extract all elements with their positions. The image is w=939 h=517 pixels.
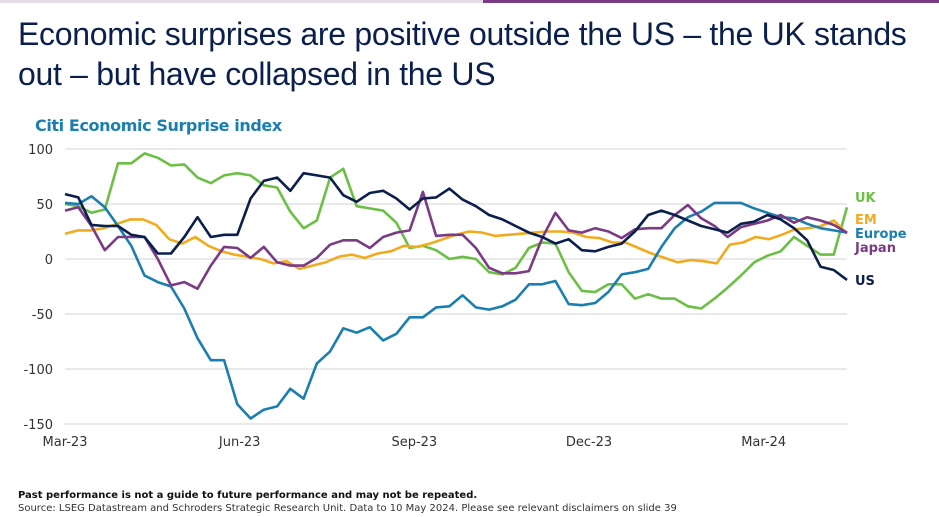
series-lines — [64, 152, 849, 420]
legend-label-uk: UK — [855, 191, 877, 206]
top-accent-bar-grey — [0, 0, 483, 3]
x-axis-ticks: Mar-23 Jun-23 Sep-23 Dec-23 Mar-24 — [43, 435, 787, 450]
legend-label-europe: Europe — [855, 227, 907, 242]
legend-label-japan: Japan — [854, 241, 896, 256]
series-line-uk — [64, 152, 849, 310]
legend-label-us: US — [855, 274, 875, 289]
x-tick-label: Mar-23 — [43, 435, 88, 450]
y-tick-label: -150 — [23, 418, 53, 433]
series-line-europe — [64, 195, 848, 420]
x-tick-label: Mar-24 — [741, 435, 786, 450]
page-title: Economic surprises are positive outside … — [18, 16, 907, 92]
performance-disclaimer: Past performance is not a guide to futur… — [18, 490, 478, 501]
y-tick-label: 100 — [28, 143, 53, 158]
y-tick-label: 50 — [36, 198, 53, 213]
x-tick-label: Dec-23 — [566, 435, 612, 450]
y-tick-label: -100 — [23, 363, 53, 378]
series-line-em — [64, 218, 848, 271]
x-tick-label: Jun-23 — [218, 435, 261, 450]
series-line-us — [64, 171, 848, 281]
y-tick-label: 0 — [45, 253, 53, 268]
y-axis-ticks: 100 50 0 -50 -100 -150 — [23, 143, 53, 433]
source-note: Source: LSEG Datastream and Schroders St… — [18, 503, 677, 514]
y-tick-label: -50 — [32, 308, 53, 323]
top-accent-bar-purple — [483, 0, 939, 3]
legend-label-em: EM — [855, 213, 877, 228]
series-line-japan — [64, 190, 848, 291]
chart-title: Citi Economic Surprise index — [35, 116, 282, 135]
x-tick-label: Sep-23 — [391, 435, 437, 450]
